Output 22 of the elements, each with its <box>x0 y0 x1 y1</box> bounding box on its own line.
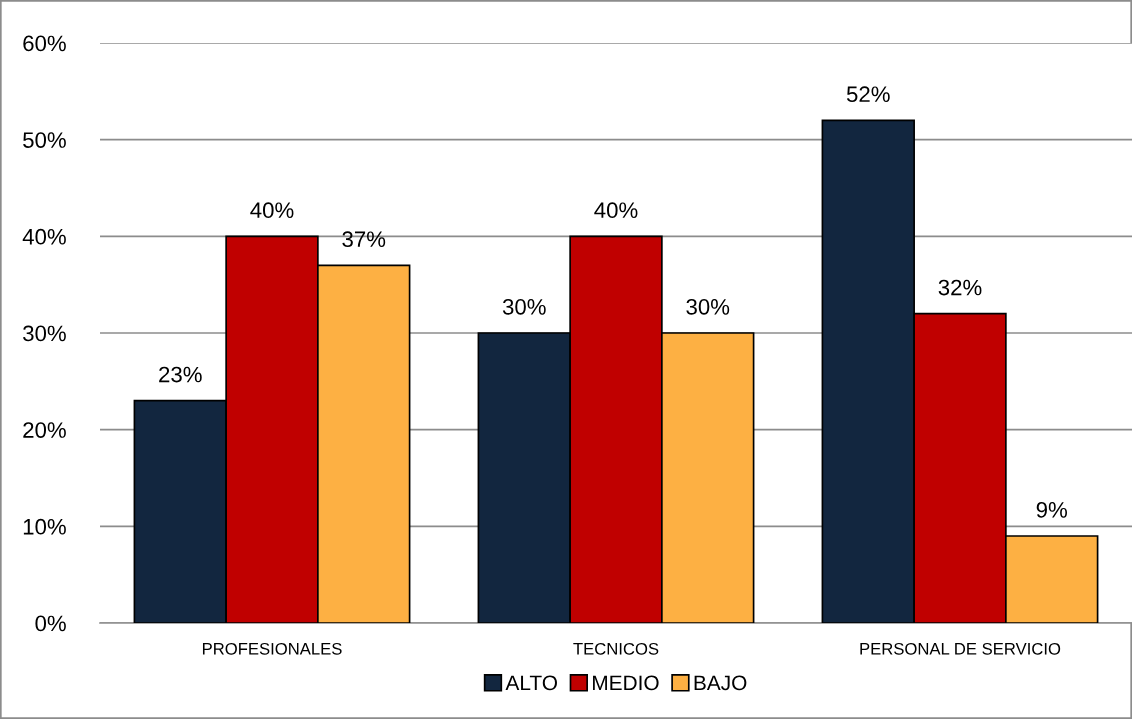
y-tick-label: 40% <box>22 228 66 245</box>
data-label: 37% <box>342 231 386 248</box>
data-label: 30% <box>686 298 730 315</box>
data-label: 23% <box>159 366 202 383</box>
y-tick-label: 50% <box>23 132 66 148</box>
data-label: 30% <box>502 298 546 315</box>
y-tick-label: 20% <box>23 422 66 438</box>
y-tick-label: 10% <box>23 518 66 535</box>
data-label: 40% <box>594 202 638 219</box>
legend-label: MEDIO <box>593 675 659 691</box>
y-tick-label: 0% <box>35 615 66 632</box>
x-tick-label: PERSONAL DE SERVICIO <box>860 642 1061 655</box>
legend-label: ALTO <box>505 675 557 691</box>
y-tick-label: 60% <box>23 35 66 52</box>
legend-label: BAJO <box>694 675 747 691</box>
data-label: 52% <box>846 86 890 103</box>
x-tick-label: TECNICOS <box>573 642 659 655</box>
data-label: 9% <box>1036 501 1067 518</box>
data-label: 32% <box>938 279 982 296</box>
data-label: 40% <box>250 202 294 219</box>
x-tick-label: PROFESIONALES <box>202 642 342 655</box>
y-tick-label: 30% <box>23 325 66 342</box>
